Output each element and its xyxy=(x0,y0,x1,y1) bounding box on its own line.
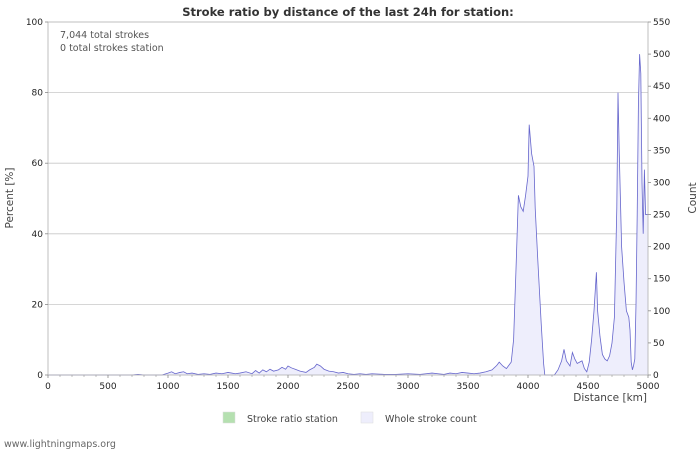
y-right-tick-label: 0 xyxy=(653,371,659,381)
x-axis-label: Distance [km] xyxy=(573,392,647,404)
stroke-count-area xyxy=(48,54,648,376)
y-left-axis-label: Percent [%] xyxy=(4,167,16,228)
x-tick-label: 0 xyxy=(45,382,51,392)
x-tick-label: 5000 xyxy=(637,382,660,392)
x-tick-label: 1000 xyxy=(157,382,180,392)
legend-label-whole-count: Whole stroke count xyxy=(385,414,477,425)
legend-label-stroke-ratio: Stroke ratio station xyxy=(247,414,338,425)
y-left-tick-label: 80 xyxy=(32,89,44,99)
station-strokes-note: 0 total strokes station xyxy=(60,43,164,54)
total-strokes-note: 7,044 total strokes xyxy=(60,30,149,41)
y-right-tick-label: 200 xyxy=(653,243,670,253)
y-right-axis-label: Count xyxy=(687,182,699,213)
x-tick-label: 3500 xyxy=(457,382,480,392)
y-right-tick-label: 50 xyxy=(653,339,665,349)
y-right-tick-label: 550 xyxy=(653,18,670,28)
y-left-tick-label: 100 xyxy=(26,18,43,28)
series-area-fill xyxy=(48,54,648,376)
x-tick-label: 1500 xyxy=(217,382,240,392)
x-tick-label: 2000 xyxy=(277,382,300,392)
x-tick-label: 500 xyxy=(99,382,116,392)
legend-swatch-whole-count xyxy=(360,411,374,424)
legend: Stroke ratio station Whole stroke count xyxy=(222,411,477,425)
y-right-tick-label: 150 xyxy=(653,275,670,285)
x-tick-label: 2500 xyxy=(337,382,360,392)
grid xyxy=(48,92,648,305)
y-right-tick-label: 350 xyxy=(653,146,670,156)
y-right-tick-label: 250 xyxy=(653,211,670,221)
y-left-tick-label: 40 xyxy=(32,230,44,240)
series-line xyxy=(48,54,648,376)
x-tick-label: 3000 xyxy=(397,382,420,392)
y-right-tick-label: 500 xyxy=(653,50,670,60)
y-right-axis-ticks: 0 50 100 150 200 250 300 350 400 450 500 550 xyxy=(648,18,670,381)
y-left-tick-label: 60 xyxy=(32,159,44,169)
y-left-tick-label: 0 xyxy=(37,371,43,381)
y-right-tick-label: 400 xyxy=(653,114,670,124)
x-tick-label: 4500 xyxy=(577,382,600,392)
chart-title: Stroke ratio by distance of the last 24h… xyxy=(182,5,514,19)
y-left-tick-label: 20 xyxy=(32,300,44,310)
plot-frame xyxy=(47,21,649,376)
x-axis-ticks: 0 500 1000 1500 2000 2500 3000 3500 4000 4500 5000 xyxy=(45,375,660,392)
y-right-tick-label: 100 xyxy=(653,307,670,317)
y-right-tick-label: 450 xyxy=(653,82,670,92)
site-credit: www.lightningmaps.org xyxy=(4,439,116,450)
y-right-tick-label: 300 xyxy=(653,178,670,188)
legend-swatch-stroke-ratio xyxy=(222,411,236,424)
y-left-axis-ticks: 0 20 40 60 80 100 xyxy=(26,18,48,381)
x-tick-label: 4000 xyxy=(517,382,540,392)
